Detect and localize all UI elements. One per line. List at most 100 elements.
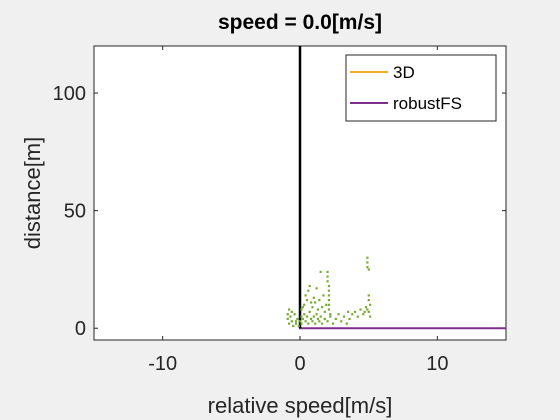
scatter-point xyxy=(303,313,306,316)
scatter-point xyxy=(340,320,343,323)
scatter-point xyxy=(316,308,320,311)
scatter-point xyxy=(337,313,340,316)
scatter-point xyxy=(356,315,359,318)
scatter-point xyxy=(289,315,292,318)
scatter-point xyxy=(315,287,318,290)
scatter-point xyxy=(292,324,295,328)
chart-title: speed = 0.0[m/s] xyxy=(218,11,382,34)
scatter-point xyxy=(305,315,309,318)
scatter-point xyxy=(318,320,321,323)
scatter-point xyxy=(314,322,317,325)
scatter-point xyxy=(326,270,329,273)
scatter-point xyxy=(293,313,296,316)
scatter-point xyxy=(304,294,307,297)
scatter-point xyxy=(300,315,303,318)
scatter-point xyxy=(331,322,335,325)
scatter-point xyxy=(345,322,348,325)
scatter-point xyxy=(312,315,315,318)
scatter-point xyxy=(326,320,329,323)
scatter-point xyxy=(286,317,289,321)
scatter-point xyxy=(301,306,304,309)
scatter-point xyxy=(320,322,324,325)
scatter-point xyxy=(351,313,354,316)
scatter-point xyxy=(327,308,331,311)
scatter-point xyxy=(347,310,350,313)
y-axis-label: distance[m] xyxy=(20,137,45,250)
scatter-point xyxy=(367,294,370,297)
scatter-point xyxy=(367,310,370,313)
scatter-point xyxy=(300,322,303,325)
scatter-point xyxy=(323,317,326,321)
scatter-point xyxy=(288,322,291,325)
scatter-point xyxy=(311,306,314,309)
scatter-point xyxy=(369,303,372,306)
x-tick-label: 10 xyxy=(426,353,448,375)
y-tick-label: 50 xyxy=(64,201,86,223)
legend-label-robustfs: robustFS xyxy=(393,94,462,113)
scatter-point xyxy=(318,299,321,302)
scatter-point xyxy=(307,322,310,325)
scatter-point xyxy=(290,310,293,313)
scatter-point xyxy=(366,308,369,311)
legend: 3D robustFS xyxy=(345,54,497,122)
scatter-point xyxy=(326,275,329,278)
scatter-point xyxy=(322,294,325,297)
scatter-point xyxy=(327,303,331,306)
scatter-point xyxy=(288,308,291,311)
scatter-point xyxy=(327,299,331,302)
series-layer xyxy=(286,46,506,330)
scatter-point xyxy=(309,301,313,304)
scatter-point xyxy=(312,296,315,299)
scatter-point xyxy=(299,320,302,323)
scatter-point xyxy=(326,280,329,283)
y-tick-label: 100 xyxy=(53,83,86,105)
scatter-point xyxy=(367,299,370,302)
scatter-point xyxy=(294,320,298,323)
scatter-point xyxy=(300,308,303,311)
scatter-point xyxy=(307,289,310,292)
scatter-point xyxy=(309,317,313,321)
scatter-point xyxy=(314,301,317,304)
scatter-point xyxy=(294,322,298,325)
scatter-point xyxy=(325,303,328,306)
scatter-point xyxy=(359,308,362,311)
scatter-point xyxy=(327,294,331,297)
scatter-point xyxy=(348,317,351,321)
scatter-point xyxy=(315,313,318,316)
x-axis-label: relative speed[m/s] xyxy=(208,393,393,418)
scatter-point xyxy=(367,268,370,271)
scatter-point xyxy=(329,313,332,316)
scatter-point xyxy=(319,315,322,318)
scatter-point xyxy=(327,289,331,292)
scatter-point xyxy=(334,317,337,321)
scatter-point xyxy=(362,313,365,316)
scatter-point xyxy=(363,310,366,313)
scatter-point xyxy=(290,320,293,323)
scatter-point xyxy=(320,306,324,309)
scatter-point xyxy=(366,256,369,259)
scatter-point xyxy=(316,317,320,321)
scatter-point xyxy=(296,317,299,321)
y-tick-label: 0 xyxy=(75,318,86,340)
scatter-point xyxy=(353,310,357,313)
scatter-point xyxy=(319,270,322,273)
scatter-point xyxy=(366,266,369,269)
scatter-point xyxy=(304,320,307,323)
scatter-point xyxy=(323,310,326,313)
scatter-point xyxy=(305,299,309,302)
scatter-point xyxy=(308,284,311,288)
scatter-point xyxy=(327,284,331,288)
scatter-point xyxy=(286,313,289,316)
scatter-point xyxy=(297,324,300,328)
legend-box xyxy=(345,54,497,122)
scatter-point xyxy=(342,315,346,318)
scatter-point xyxy=(303,303,306,306)
scatter-point xyxy=(364,306,368,309)
x-tick-label: 0 xyxy=(294,353,305,375)
scatter-point xyxy=(308,310,311,313)
scatter-point xyxy=(366,261,369,264)
legend-label-3d: 3D xyxy=(393,63,415,82)
scatter-point xyxy=(311,320,314,323)
